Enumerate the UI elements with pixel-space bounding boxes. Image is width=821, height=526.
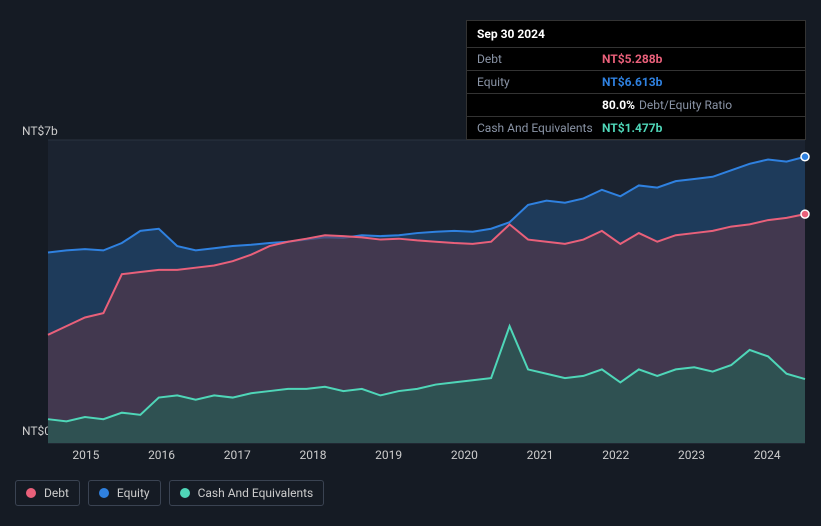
x-axis-tick: 2016 <box>124 448 200 468</box>
tooltip-row-value: NT$6.613b <box>602 75 662 89</box>
legend-item[interactable]: Cash And Equivalents <box>169 480 325 506</box>
tooltip-row-value: 80.0%Debt/Equity Ratio <box>602 98 732 112</box>
legend-swatch-icon <box>99 488 109 498</box>
legend-label: Cash And Equivalents <box>198 486 314 500</box>
legend-item[interactable]: Debt <box>15 480 80 506</box>
legend-swatch-icon <box>26 488 36 498</box>
tooltip-date: Sep 30 2024 <box>467 21 805 48</box>
x-axis-tick: 2023 <box>654 448 730 468</box>
x-axis: 2015201620172018201920202021202220232024 <box>48 448 805 468</box>
tooltip-panel: Sep 30 2024 DebtNT$5.288bEquityNT$6.613b… <box>466 20 806 140</box>
legend-item[interactable]: Equity <box>88 480 161 506</box>
legend-label: Debt <box>44 486 69 500</box>
tooltip-row-label: Debt <box>477 52 602 66</box>
tooltip-row: EquityNT$6.613b <box>467 71 805 94</box>
tooltip-row-label: Equity <box>477 75 602 89</box>
x-axis-tick: 2021 <box>502 448 578 468</box>
tooltip-row: DebtNT$5.288b <box>467 48 805 71</box>
legend-swatch-icon <box>180 488 190 498</box>
x-axis-tick: 2018 <box>275 448 351 468</box>
tooltip-row-label: Cash And Equivalents <box>477 121 602 135</box>
x-axis-tick: 2019 <box>351 448 427 468</box>
tooltip-row: 80.0%Debt/Equity Ratio <box>467 94 805 117</box>
x-axis-tick: 2015 <box>48 448 124 468</box>
tooltip-row-value: NT$1.477b <box>602 121 662 135</box>
tooltip-row-suffix: Debt/Equity Ratio <box>639 98 732 112</box>
x-axis-tick: 2022 <box>578 448 654 468</box>
x-axis-tick: 2024 <box>729 448 805 468</box>
tooltip-row: Cash And EquivalentsNT$1.477b <box>467 117 805 139</box>
legend: Debt Equity Cash And Equivalents <box>15 480 324 506</box>
tooltip-row-label <box>477 98 602 112</box>
tooltip-row-value: NT$5.288b <box>602 52 662 66</box>
x-axis-tick: 2017 <box>199 448 275 468</box>
x-axis-tick: 2020 <box>427 448 503 468</box>
legend-label: Equity <box>117 486 150 500</box>
